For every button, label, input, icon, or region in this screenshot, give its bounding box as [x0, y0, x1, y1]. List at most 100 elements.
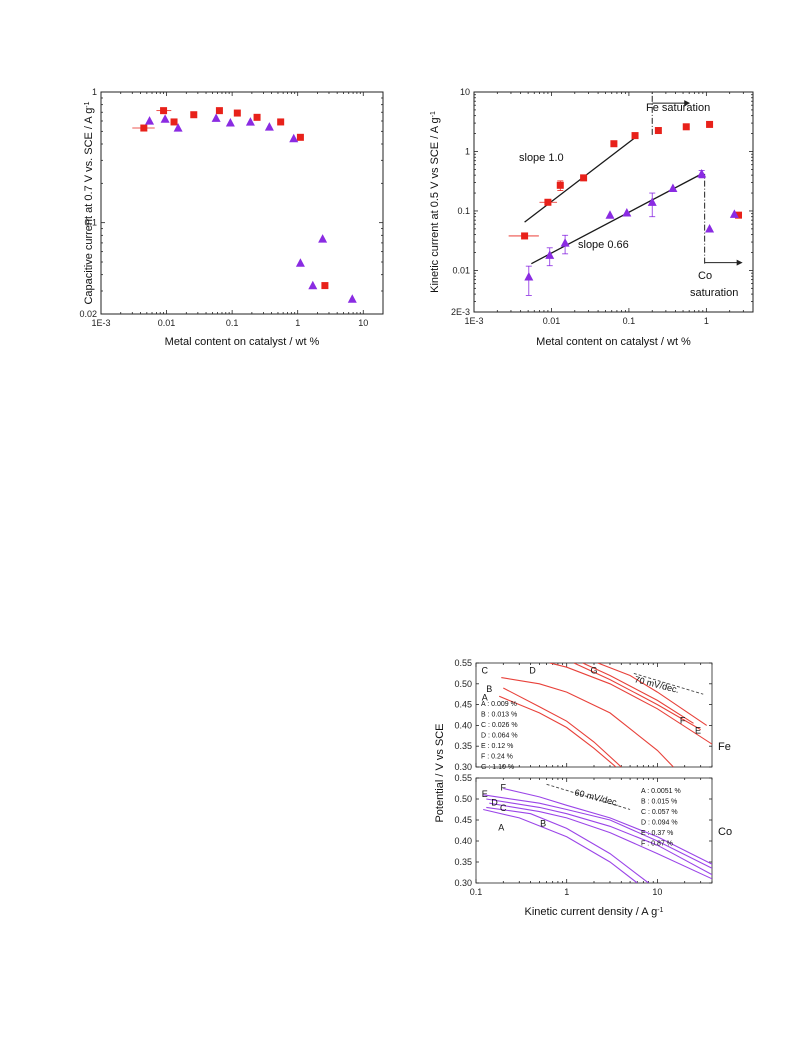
x-axis-title: Metal content on catalyst / wt % [536, 336, 691, 348]
y-tick-label: 0.01 [452, 265, 470, 275]
chart-frame [473, 91, 754, 313]
y-tick-label: 0.40 [454, 836, 472, 846]
x-tick-label: 1 [295, 318, 300, 328]
co-triangle-marker [647, 197, 657, 206]
curve-label: E [482, 789, 488, 799]
y-tick-label: 2E-3 [451, 307, 470, 317]
co-slope-reference [546, 783, 631, 810]
co-triangle-marker [705, 223, 715, 233]
co-triangle-marker [318, 234, 328, 243]
fe-square-marker [706, 120, 714, 128]
curve-fe-f [582, 663, 694, 724]
fe-legend: A : 0.009 % B : 0.013 % C : 0.026 % D : 0.0… [481, 701, 518, 771]
x-tick-label: 1E-3 [464, 316, 483, 326]
y-tick-label: 0.55 [454, 773, 472, 783]
x-tick-label: 0.01 [543, 316, 561, 326]
x-tick-label: 1 [704, 316, 709, 326]
legend-entry: A : 0.0051 % [641, 788, 681, 795]
y-tick-label: 0.35 [454, 741, 472, 751]
fe-square-marker [580, 174, 588, 182]
curve-label: F [501, 783, 507, 793]
y-tick-label: 0.30 [454, 878, 472, 888]
y-tick-label: 0.1 [457, 206, 470, 216]
curve-fe-a [498, 695, 617, 767]
fe-slope-reference [633, 672, 704, 695]
co-triangle-marker [264, 122, 274, 131]
curve-label: F [680, 715, 686, 725]
fe-square-marker [631, 132, 639, 140]
arrow-head [684, 100, 691, 107]
curve-co-c [489, 802, 712, 880]
legend-entry: F : 0.87 % [641, 841, 673, 848]
co-triangle-marker [622, 207, 632, 217]
curve-co-e [483, 794, 712, 869]
legend-entry: C : 0.026 % [481, 722, 518, 729]
co-triangle-marker [545, 250, 555, 259]
co-triangle-marker [729, 209, 739, 218]
y-tick-label: 0.1 [84, 218, 97, 228]
data-points [132, 107, 357, 303]
curve-label: D [491, 797, 498, 807]
x-tick-label: 10 [652, 887, 662, 897]
axis-ticks: 0.30 0.35 0.40 0.45 0.50 0.55 0.1 1 10 0.30 0.35 0.… [454, 658, 713, 897]
legend-entry: B : 0.013 % [481, 712, 517, 719]
y-tick-label: 1 [92, 87, 97, 97]
y-tick-label: 0.02 [79, 309, 97, 319]
legend-entry: A : 0.009 % [481, 701, 517, 708]
co-panel-label: Co [718, 826, 732, 838]
y-tick-label: 0.50 [454, 794, 472, 804]
co-triangle-marker [211, 113, 221, 122]
y-tick-label: 1 [465, 146, 470, 156]
fe-square-marker [610, 140, 618, 148]
x-tick-label: 10 [358, 318, 368, 328]
curve-label: A [498, 823, 504, 833]
legend-entry: E : 0.12 % [481, 743, 513, 750]
x-axis-title: Kinetic current density / A g-1 [525, 906, 664, 918]
y-tick-label: 0.50 [454, 679, 472, 689]
curve-fe-c [501, 677, 674, 767]
co-saturation-label-line2: saturation [690, 287, 738, 299]
co-legend: A : 0.0051 % B : 0.015 % C : 0.057 % D : 0.… [641, 788, 681, 848]
fe-square-marker [544, 198, 552, 206]
x-tick-label: 1E-3 [91, 318, 110, 328]
curve-label: D [529, 665, 536, 675]
legend-entry: F : 0.24 % [481, 754, 513, 761]
fe-square-marker [215, 107, 223, 115]
y-tick-label: 0.55 [454, 658, 472, 668]
curve-label: C [482, 665, 489, 675]
fe-square-marker [521, 232, 529, 240]
capacitive-current-chart: 1E-3 0.01 0.1 1 10 0.02 0.1 1 Metal content on … [79, 87, 384, 348]
tafel-plot-chart: 0.30 0.35 0.40 0.45 0.50 0.55 0.1 1 10 0.30 0.35 0.… [434, 658, 732, 918]
curve-label: G [590, 665, 597, 675]
y-tick-label: 0.40 [454, 720, 472, 730]
slope-fe-label: slope 1.0 [519, 152, 564, 164]
y-tick-label: 10 [460, 87, 470, 97]
curve-co-a [483, 808, 638, 883]
x-tick-label: 0.1 [623, 316, 636, 326]
co-triangle-marker [347, 294, 357, 303]
y-tick-label: 0.30 [454, 762, 472, 772]
y-tick-label: 0.35 [454, 857, 472, 867]
curve-fe-d [549, 663, 712, 745]
fe-square-marker [296, 133, 304, 141]
legend-entry: D : 0.064 % [481, 733, 518, 740]
curve-label: C [500, 803, 507, 813]
curve-co-d [486, 798, 712, 876]
curve-co-f [503, 787, 712, 865]
slope-co-label: slope 0.66 [578, 239, 629, 251]
fe-square-marker [190, 111, 198, 119]
curve-fe-e [573, 663, 701, 731]
fe-square-marker [233, 109, 241, 117]
legend-entry: C : 0.057 % [641, 809, 678, 816]
legend-entry: E : 0.37 % [641, 830, 673, 837]
x-tick-label: 0.1 [226, 318, 239, 328]
fe-panel-label: Fe [718, 741, 731, 753]
co-triangle-marker [245, 117, 255, 126]
curve-fe-b [503, 687, 622, 767]
co-triangle-marker [605, 210, 615, 219]
fe-square-marker [170, 118, 178, 126]
curve-label: B [486, 684, 492, 694]
x-tick-label: 1 [564, 887, 569, 897]
